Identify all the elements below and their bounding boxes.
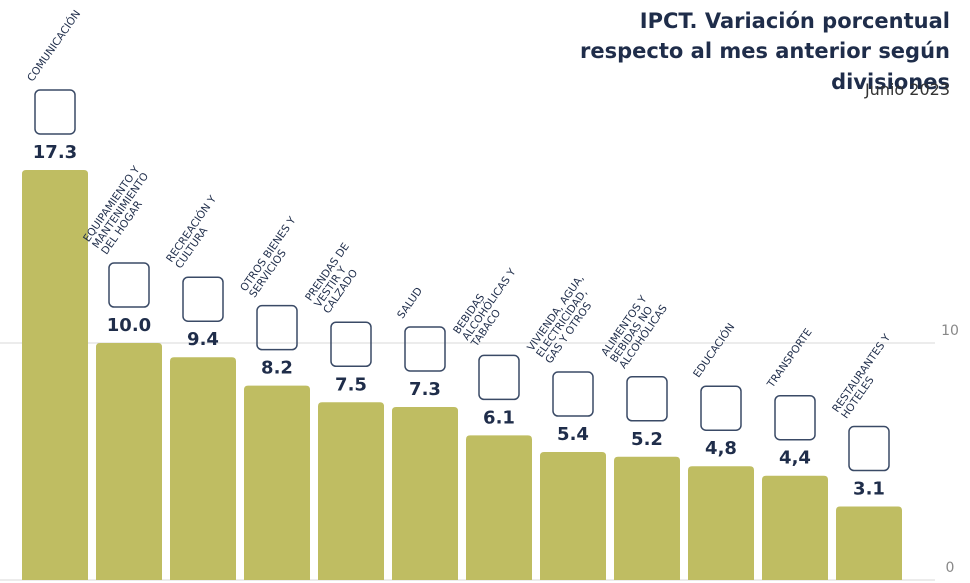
bar <box>96 343 162 580</box>
y-tick-label: 0 <box>946 560 955 576</box>
value-label: 5.2 <box>631 429 663 450</box>
bar <box>170 357 236 580</box>
bar <box>688 466 754 580</box>
bar <box>244 385 310 580</box>
icon <box>552 371 594 417</box>
icon <box>182 276 224 322</box>
bar <box>540 452 606 580</box>
value-label: 7.5 <box>335 374 367 395</box>
icon <box>404 326 446 372</box>
icon <box>330 321 372 367</box>
icon <box>478 354 520 401</box>
chart-title: IPCT. Variación porcentual respecto al m… <box>580 9 950 94</box>
icon <box>700 385 742 431</box>
value-label: 5.4 <box>557 424 589 445</box>
bar <box>466 435 532 580</box>
value-label: 3.1 <box>853 479 885 500</box>
value-label: 7.3 <box>409 379 441 400</box>
icon <box>108 262 150 308</box>
value-label: 8.2 <box>261 358 293 379</box>
bar <box>318 402 384 580</box>
bar <box>22 169 88 581</box>
bar <box>762 475 828 580</box>
value-label: 17.3 <box>33 142 77 163</box>
icon <box>626 376 668 422</box>
bar <box>614 456 680 580</box>
value-label: 6.1 <box>483 407 515 428</box>
value-label: 4,8 <box>705 438 737 459</box>
icon <box>256 304 298 351</box>
chart-subtitle: Junio 2023 <box>864 80 950 99</box>
value-label: 9.4 <box>187 329 219 350</box>
value-label: 4,4 <box>779 448 811 469</box>
bar <box>392 406 458 580</box>
y-tick-label: 10 <box>941 323 959 339</box>
bar <box>836 506 902 580</box>
icon <box>774 394 816 441</box>
value-label: 10.0 <box>107 315 151 336</box>
icon <box>34 89 76 135</box>
icon <box>848 425 890 472</box>
